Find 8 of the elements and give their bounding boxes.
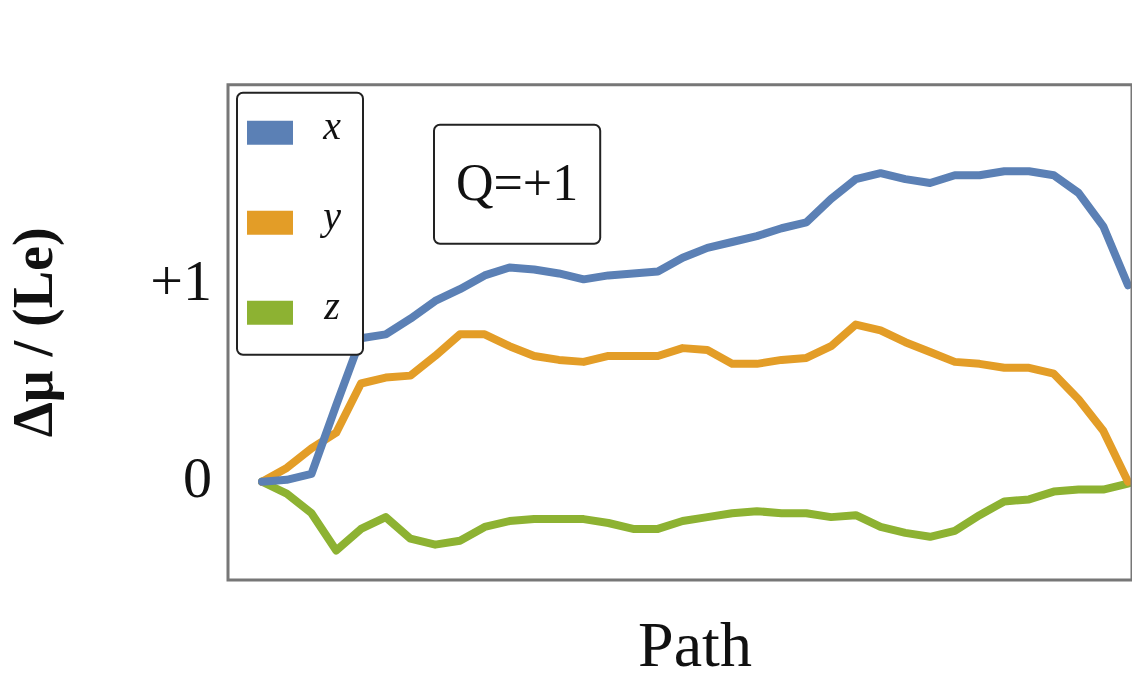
y-tick-label: 0 [183,444,212,510]
x-axis-title: Path [638,609,752,681]
y-tick-label: +1 [150,248,212,314]
legend-label: y [319,193,342,239]
legend-label: x [322,103,342,149]
annotation: Q=+1 [455,153,579,211]
legend-label: z [323,283,341,329]
y-axis-title: Δμ / (Le) [2,227,66,438]
